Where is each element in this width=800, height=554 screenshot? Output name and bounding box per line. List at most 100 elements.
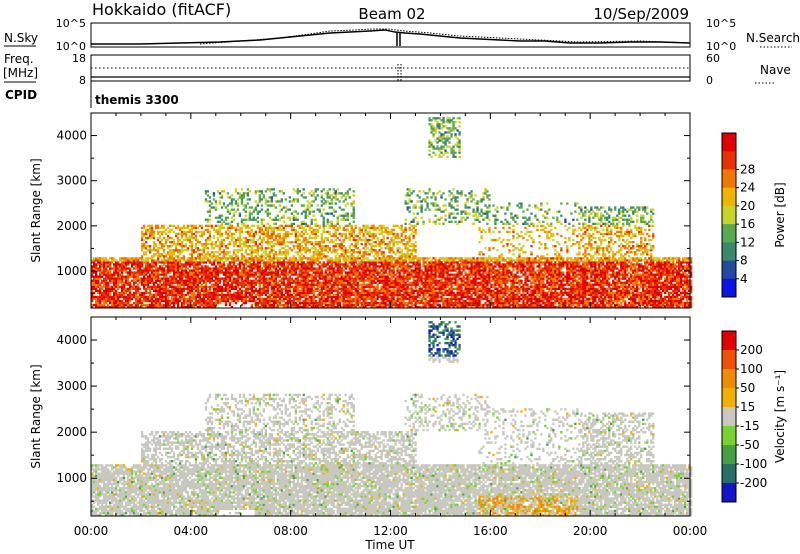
- data-cell: [268, 265, 271, 268]
- data-cell: [286, 301, 289, 305]
- data-cell: [250, 234, 253, 238]
- data-cell: [124, 259, 128, 262]
- data-cell: [268, 303, 271, 307]
- data-cell: [140, 265, 144, 268]
- data-cell: [332, 293, 335, 297]
- data-cell: [288, 232, 291, 236]
- data-cell: [236, 238, 240, 242]
- data-cell: [103, 301, 106, 305]
- data-cell: [194, 234, 198, 238]
- data-cell: [148, 234, 152, 238]
- data-cell: [278, 269, 281, 272]
- data-cell: [194, 271, 198, 274]
- data-cell: [406, 269, 409, 272]
- data-cell: [408, 277, 411, 280]
- data-cell: [105, 287, 108, 290]
- data-cell: [192, 249, 196, 252]
- data-cell: [266, 273, 269, 276]
- data-cell: [272, 218, 275, 221]
- data-cell: [122, 265, 126, 268]
- data-cell: [99, 289, 102, 292]
- data-cell: [304, 228, 307, 232]
- data-cell: [168, 263, 172, 266]
- data-cell: [218, 261, 222, 264]
- data-cell: [190, 287, 194, 290]
- data-cell: [282, 265, 285, 268]
- data-cell: [158, 234, 162, 238]
- data-cell: [284, 198, 287, 201]
- data-cell: [406, 265, 409, 268]
- data-cell: [286, 271, 289, 274]
- data-cell: [214, 277, 218, 280]
- data-cell: [292, 285, 295, 288]
- data-cell: [234, 277, 238, 280]
- data-cell: [366, 238, 369, 242]
- data-cell: [370, 226, 373, 230]
- data-cell: [198, 301, 202, 305]
- data-cell: [286, 253, 289, 256]
- data-cell: [222, 251, 226, 254]
- data-cell: [208, 243, 212, 246]
- data-cell: [322, 281, 325, 284]
- data-cell: [354, 271, 357, 274]
- data-cell: [286, 279, 289, 282]
- data-cell: [242, 265, 245, 268]
- data-cell: [138, 261, 142, 264]
- data-cell: [196, 249, 200, 252]
- data-cell: [206, 306, 210, 309]
- data-cell: [362, 247, 365, 250]
- data-cell: [400, 287, 403, 290]
- data-cell: [288, 295, 291, 299]
- data-cell: [156, 261, 160, 264]
- data-cell: [202, 306, 206, 309]
- data-cell: [206, 267, 210, 270]
- data-cell: [256, 281, 259, 284]
- data-cell: [300, 257, 303, 260]
- data-cell: [156, 303, 160, 307]
- data-cell: [91, 303, 94, 307]
- data-cell: [322, 285, 325, 288]
- data-cell: [91, 287, 94, 290]
- data-cell: [352, 271, 355, 274]
- data-cell: [280, 263, 283, 266]
- data-cell: [246, 188, 249, 191]
- data-cell: [404, 253, 407, 256]
- data-cell: [240, 200, 244, 203]
- data-cell: [198, 295, 202, 299]
- data-cell: [120, 303, 124, 307]
- data-cell: [196, 291, 200, 295]
- data-cell: [270, 279, 273, 282]
- data-cell: [342, 306, 345, 309]
- data-cell: [326, 261, 329, 264]
- data-cell: [290, 224, 293, 227]
- data-cell: [214, 281, 218, 284]
- data-cell: [336, 261, 339, 264]
- data-cell: [354, 224, 357, 227]
- data-cell: [182, 279, 186, 282]
- data-cell: [230, 216, 234, 219]
- data-cell: [274, 206, 277, 209]
- data-cell: [398, 271, 401, 274]
- data-cell: [154, 249, 158, 252]
- data-cell: [232, 267, 236, 270]
- data-cell: [304, 275, 307, 278]
- data-cell: [188, 297, 192, 301]
- data-cell: [190, 236, 194, 240]
- data-cell: [244, 281, 247, 284]
- data-cell: [97, 295, 100, 299]
- data-cell: [328, 212, 331, 215]
- data-cell: [374, 269, 377, 272]
- data-cell: [370, 281, 373, 284]
- data-cell: [348, 230, 351, 234]
- data-cell: [146, 281, 150, 284]
- data-cell: [390, 241, 393, 244]
- data-cell: [256, 303, 259, 307]
- data-cell: [340, 241, 343, 244]
- data-cell: [362, 293, 365, 297]
- data-cell: [362, 299, 365, 303]
- data-cell: [270, 265, 273, 268]
- data-cell: [119, 277, 122, 280]
- data-cell: [182, 263, 186, 266]
- data-cell: [232, 265, 236, 268]
- data-cell: [398, 289, 401, 292]
